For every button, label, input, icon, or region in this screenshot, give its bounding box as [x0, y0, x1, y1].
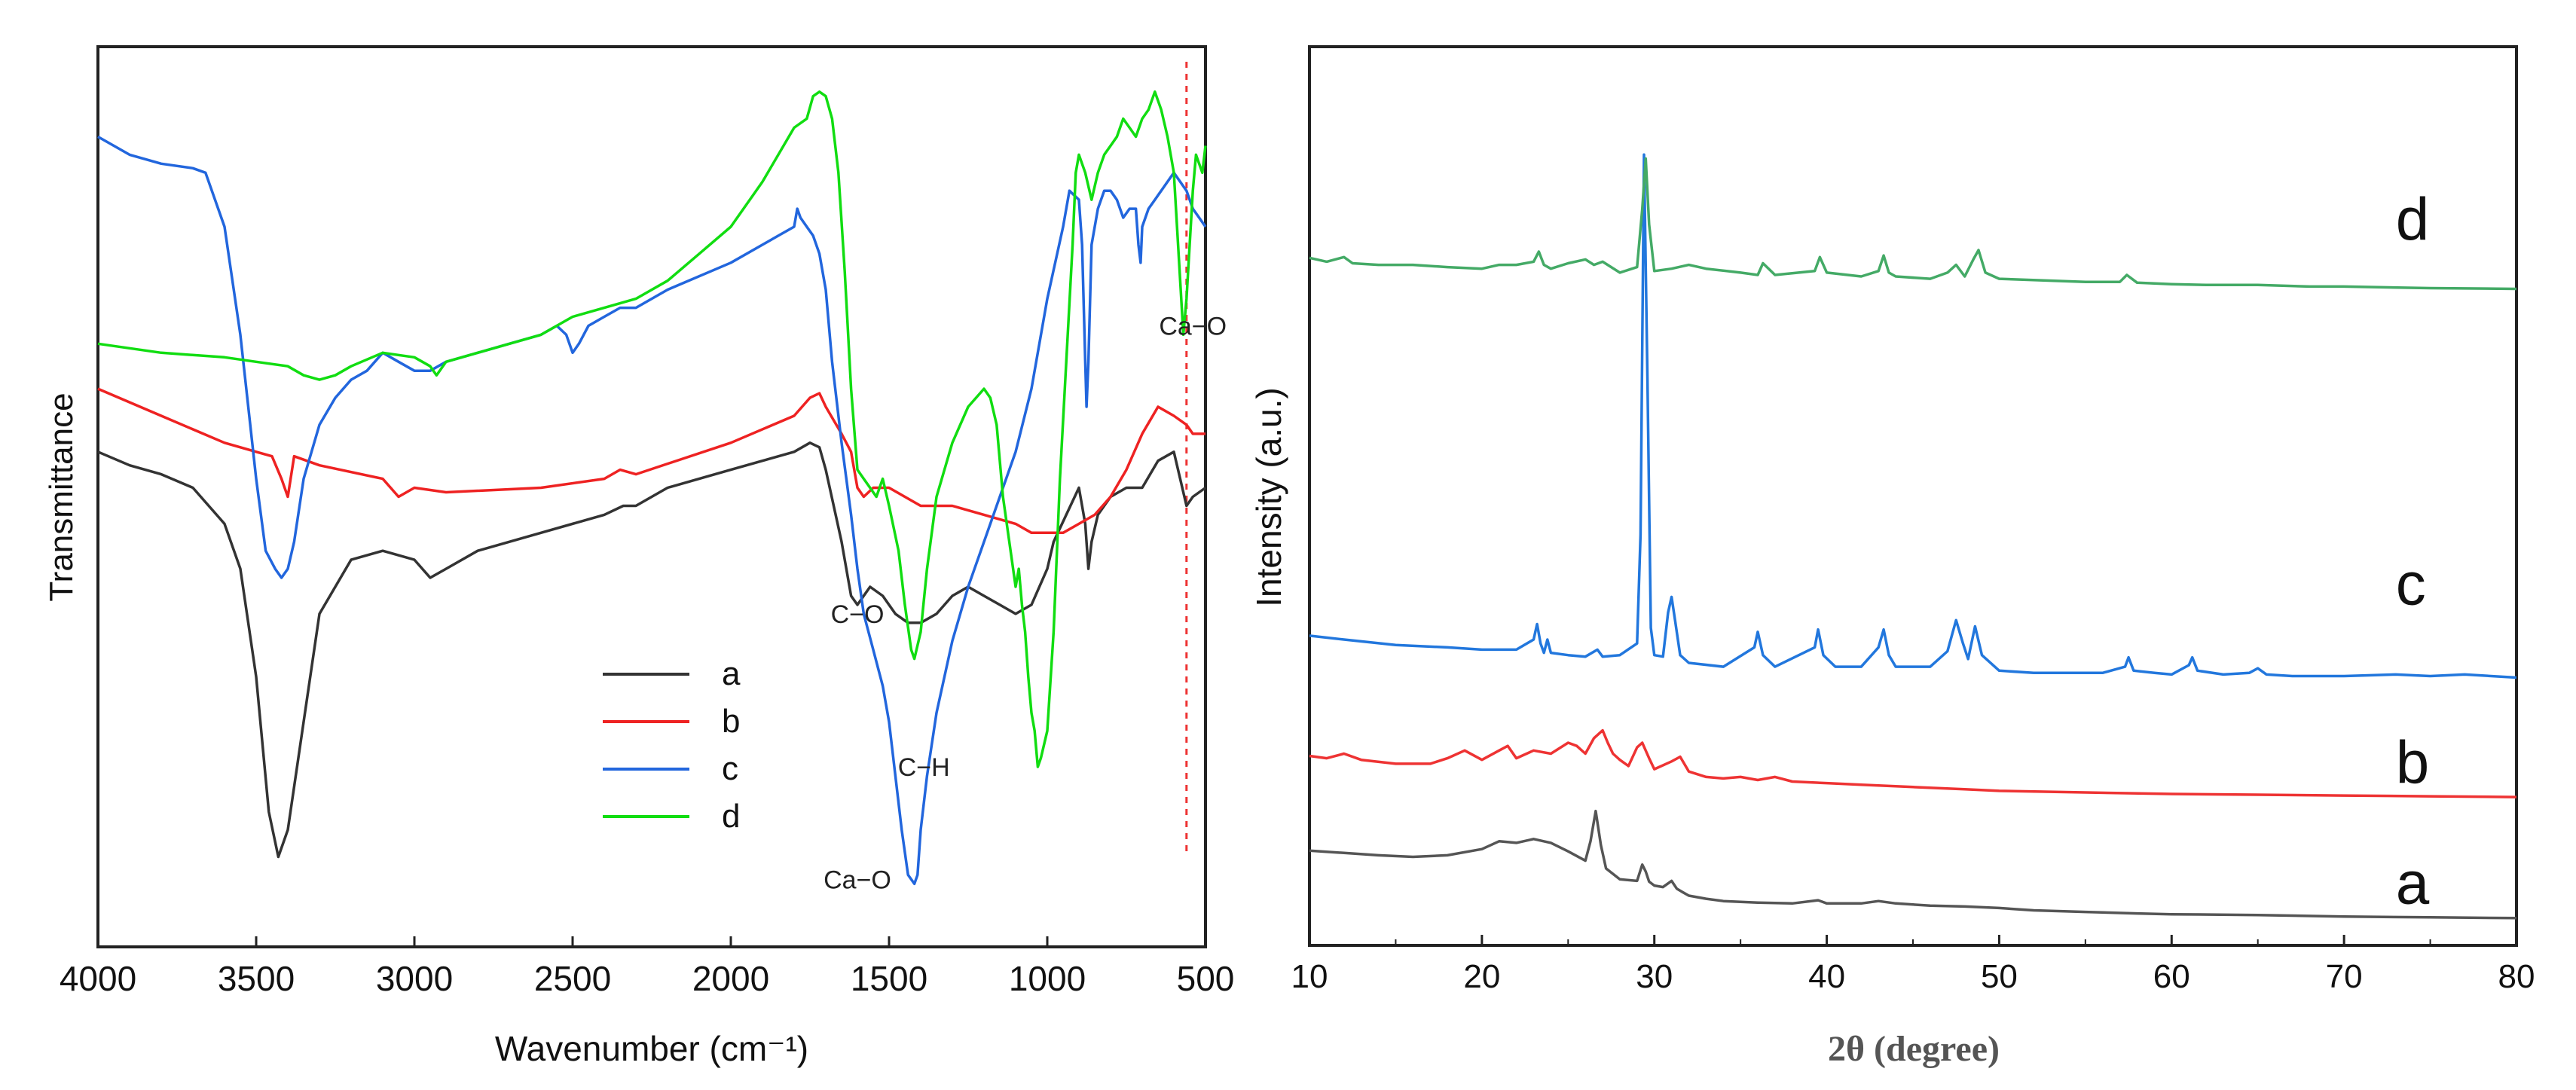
ftir-annotations: C−O C−H Ca−O Ca−O	[824, 312, 1227, 894]
ftir-legend-label-a: a	[722, 655, 741, 692]
xrd-x-tick-label: 10	[1291, 958, 1328, 995]
ftir-x-axis-label: Wavenumber (cm⁻¹)	[495, 1029, 808, 1068]
ftir-x-tick-label: 2000	[692, 959, 769, 998]
ftir-chart: 4000 3500 3000 2500 2000 1500 1000 500 C−O C−H Ca…	[43, 45, 1235, 1068]
xrd-x-tick-label: 20	[1463, 958, 1500, 995]
xrd-x-axis-label: 2θ (degree)	[1828, 1029, 2000, 1069]
ftir-series-b	[97, 387, 1205, 535]
xrd-series-d	[1309, 157, 2517, 291]
xrd-series-label-a: a	[2396, 849, 2430, 916]
ftir-series-a	[97, 441, 1207, 859]
xrd-series-label-d: d	[2396, 186, 2430, 253]
xrd-x-tick-label: 40	[1808, 958, 1845, 995]
ftir-legend-label-c: c	[722, 750, 738, 787]
ftir-x-tick-label: 2500	[534, 959, 611, 998]
ftir-annotation: C−H	[898, 753, 950, 782]
xrd-x-tick-label: 50	[1981, 958, 2018, 995]
xrd-series-c	[1309, 153, 2517, 679]
ftir-annotation: Ca−O	[824, 866, 891, 894]
ftir-series-d	[97, 90, 1207, 768]
ftir-legend-label-d: d	[722, 798, 740, 835]
xrd-x-tick-label: 60	[2153, 958, 2190, 995]
xrd-series-a	[1309, 809, 2517, 920]
ftir-series-group	[97, 90, 1207, 886]
xrd-x-tick-label: 70	[2326, 958, 2363, 995]
ftir-x-tick-label: 1500	[851, 959, 927, 998]
xrd-x-tick-label: 80	[2498, 958, 2535, 995]
ftir-y-axis-label: Transmittance	[43, 392, 80, 601]
xrd-x-axis: 10 20 30 40 50 60 70 80	[1291, 935, 2535, 995]
ftir-x-axis: 4000 3500 3000 2500 2000 1500 1000 500	[60, 936, 1235, 998]
xrd-series-group	[1309, 153, 2517, 920]
ftir-x-tick-label: 4000	[60, 959, 136, 998]
ftir-x-tick-label: 500	[1177, 959, 1235, 998]
xrd-x-tick-label: 30	[1636, 958, 1673, 995]
ftir-plot-frame	[96, 45, 1207, 948]
xrd-y-axis-label: Intensity (a.u.)	[1249, 387, 1288, 606]
ftir-x-tick-label: 1000	[1009, 959, 1086, 998]
ftir-annotation: C−O	[831, 600, 885, 629]
ftir-x-tick-label: 3500	[218, 959, 295, 998]
ftir-legend-label-b: b	[722, 703, 740, 740]
ftir-series-c	[97, 135, 1207, 886]
xrd-series-b	[1309, 728, 2517, 798]
xrd-series-label-b: b	[2396, 729, 2430, 796]
xrd-series-label-c: c	[2396, 551, 2426, 618]
xrd-series-labels: ab c d	[2396, 186, 2430, 917]
ftir-x-tick-label: 3000	[376, 959, 453, 998]
xrd-plot-frame	[1308, 45, 2518, 947]
xrd-chart: 10 20 30 40 50 60 70 80 ab c d Intensity (a.u.) 2…	[1249, 45, 2535, 1069]
ftir-annotation: Ca−O	[1159, 312, 1227, 340]
